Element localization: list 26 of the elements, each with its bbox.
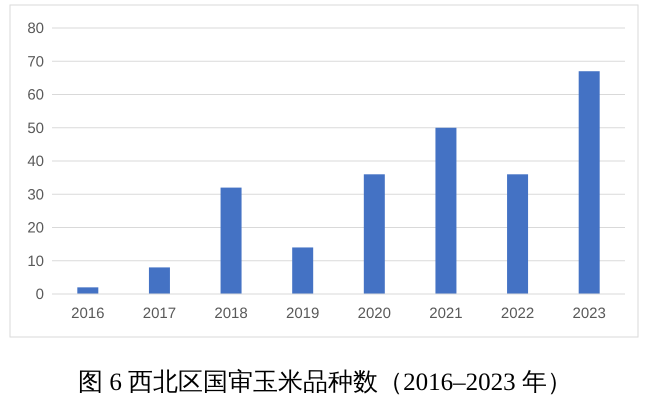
bar xyxy=(507,174,528,294)
y-tick-label: 30 xyxy=(27,186,44,204)
bar xyxy=(77,287,98,294)
y-tick-label: 20 xyxy=(27,220,44,236)
x-tick-label: 2022 xyxy=(500,305,534,322)
x-tick-label: 2018 xyxy=(214,305,248,322)
bar xyxy=(435,128,456,294)
x-tick-label: 2023 xyxy=(572,305,606,322)
y-tick-label: 10 xyxy=(27,252,44,270)
x-tick-label: 2021 xyxy=(429,305,463,322)
y-tick-label: 60 xyxy=(27,86,44,104)
x-tick-label: 2019 xyxy=(286,305,320,322)
bar xyxy=(220,188,242,294)
y-tick-label: 0 xyxy=(36,286,44,303)
y-tick-label: 80 xyxy=(27,20,44,37)
x-tick-label: 2016 xyxy=(71,305,104,322)
bar xyxy=(364,174,385,294)
x-tick-label: 2020 xyxy=(358,305,391,322)
bar xyxy=(578,71,600,294)
y-tick-label: 50 xyxy=(27,120,44,137)
x-tick-label: 2017 xyxy=(142,305,176,322)
y-tick-label: 40 xyxy=(27,153,44,170)
text: 图 6 西北区国审玉米品种数（2016–2023 年） xyxy=(78,368,572,396)
bar xyxy=(292,247,314,294)
y-tick-label: 70 xyxy=(27,53,44,70)
bar xyxy=(148,267,170,294)
